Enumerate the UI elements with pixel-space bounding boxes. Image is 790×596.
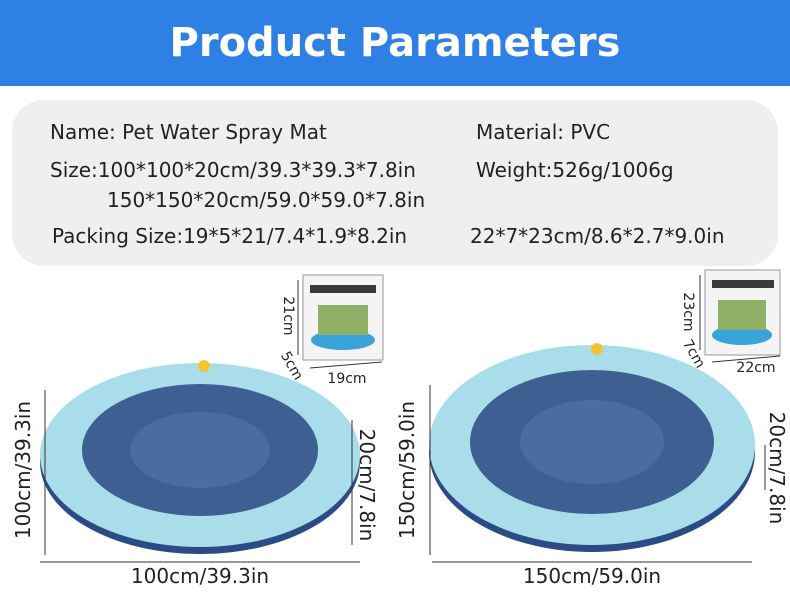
dimension-label: 20cm/7.8in <box>355 429 379 542</box>
spec-material: Material: PVC <box>476 120 611 144</box>
box-label: 23cm <box>680 292 696 331</box>
dimension-label: 150cm/59.0in <box>523 564 661 588</box>
spec-packing: 22*7*23cm/8.6*2.7*9.0in <box>470 224 725 248</box>
dimension-lines <box>40 275 781 563</box>
dimension-label: 150cm/59.0in <box>395 401 419 539</box>
spec-weight: Weight:526g/1006g <box>476 158 674 182</box>
spec-size: Size:100*100*20cm/39.3*39.3*7.8in <box>50 158 416 182</box>
box-label: 22cm <box>736 360 775 376</box>
mat <box>429 343 755 552</box>
dimension-label: 100cm/39.3in <box>11 401 35 539</box>
box-label: 21cm <box>280 296 296 335</box>
spec-size: 150*150*20cm/59.0*59.0*7.8in <box>107 188 426 212</box>
mat <box>40 360 360 554</box>
package-box <box>302 274 384 361</box>
package-box <box>704 269 781 356</box>
spec-card: Name: Pet Water Spray Mat Material: PVC … <box>12 100 778 266</box>
spec-packing: Packing Size:19*5*21/7.4*1.9*8.2in <box>52 224 408 248</box>
dimension-label: 20cm/7.8in <box>765 412 789 525</box>
header-title: Product Parameters <box>0 0 790 86</box>
box-label: 19cm <box>327 371 366 387</box>
spec-name: Name: Pet Water Spray Mat <box>50 120 327 144</box>
dimension-label: 100cm/39.3in <box>131 564 269 588</box>
